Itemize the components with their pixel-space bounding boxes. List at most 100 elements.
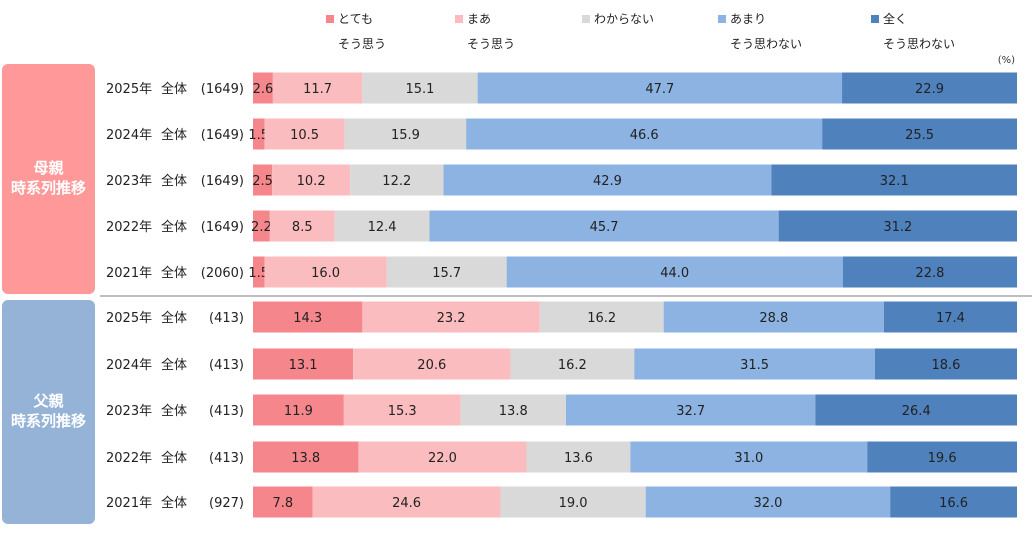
group-2-row-4-year: 2022年	[106, 451, 152, 466]
group-2-row-1-bar-segment-4	[663, 301, 884, 333]
group-1-row-2-year: 2024年	[106, 128, 152, 143]
group-1-row-4-segment: 全体	[161, 219, 187, 235]
group-2-row-2-bar-segment-5	[874, 348, 1017, 380]
group-2-row-2-bar-segment-1	[253, 348, 354, 380]
group-1-row-3-value-label-5: 32.1	[880, 174, 909, 189]
group-2-row-3-value-label-4: 32.7	[676, 404, 705, 419]
group-2-row-3-bar-segment-5	[815, 394, 1017, 426]
group-1-row-3-bar-segment-3	[350, 164, 444, 196]
group-2-row-4-bar-segment-5	[867, 441, 1017, 473]
group-2-row-5-n: (927)	[209, 496, 244, 511]
group-2-row-5-segment: 全体	[161, 495, 187, 511]
group-1-row-1-value-label-5: 22.9	[915, 82, 944, 97]
group-2-row-3-value-label-3: 13.8	[499, 404, 528, 419]
group-1-row-3-bar-segment-4	[443, 164, 772, 196]
group-1-row-4-value-label-1: 2.2	[251, 220, 272, 235]
group-2-row-2-year: 2024年	[106, 358, 152, 373]
group-1-row-3-bar-segment-1	[253, 164, 273, 196]
group-label-1-line2: 時系列推移	[11, 179, 86, 197]
group-2-row-3-n: (413)	[209, 404, 244, 419]
group-1-row-5-value-label-1: 1.5	[248, 266, 269, 281]
group-2-row-1-value-label-4: 28.8	[759, 311, 788, 326]
group-2-row-5-value-label-3: 19.0	[559, 496, 588, 511]
group-2-row-5-value-label-2: 24.6	[392, 496, 421, 511]
group-2-row-3-bar-segment-2	[343, 394, 461, 426]
legend-label-3-line1: わからない	[594, 12, 654, 26]
group-label-2-line1: 父親	[32, 392, 63, 410]
group-1-row-1-value-label-3: 15.1	[405, 82, 434, 97]
group-2-row-1-value-label-2: 23.2	[437, 311, 466, 326]
group-2-row-1-bar-segment-2	[362, 301, 540, 333]
group-1-row-2-value-label-3: 15.9	[391, 128, 420, 143]
group-2-row-4-segment: 全体	[161, 450, 187, 466]
group-2-row-4-value-label-1: 13.8	[291, 451, 320, 466]
group-1-row-3-value-label-4: 42.9	[593, 174, 622, 189]
group-1-row-2-segment: 全体	[161, 127, 187, 143]
group-1-row-5-bar-segment-3	[386, 256, 507, 288]
group-2-row-5-bar-segment-2	[312, 486, 501, 518]
group-1-row-1-bar-segment-4	[477, 72, 843, 104]
group-2-row-2-segment: 全体	[161, 357, 187, 373]
group-1-row-4-bar-segment-3	[334, 210, 430, 242]
group-1-row-3-value-label-3: 12.2	[382, 174, 411, 189]
group-1-row-2-value-label-1: 1.5	[248, 128, 269, 143]
group-1-row-3-year: 2023年	[106, 174, 152, 189]
group-1-row-3-value-label-1: 2.5	[252, 174, 273, 189]
group-2-row-4-n: (413)	[209, 451, 244, 466]
group-1-row-1-bar-segment-3	[362, 72, 478, 104]
group-1-row-1-value-label-2: 11.7	[303, 82, 332, 97]
group-2-row-4-value-label-4: 31.0	[734, 451, 763, 466]
group-2-row-4-bar-segment-3	[526, 441, 631, 473]
group-1-row-1-bar-segment-5	[842, 72, 1017, 104]
group-1-row-4-value-label-5: 31.2	[883, 220, 912, 235]
group-2-row-2-value-label-5: 18.6	[931, 358, 960, 373]
group-1-row-2-value-label-5: 25.5	[905, 128, 934, 143]
group-1-row-3-bar-segment-2	[272, 164, 351, 196]
group-1-row-4-bar-segment-2	[269, 210, 335, 242]
legend-label-2-line1: まあ	[467, 12, 491, 26]
group-2-row-3-bar-segment-1	[253, 394, 344, 426]
legend-swatch-5	[871, 15, 879, 23]
group-2-row-4-value-label-2: 22.0	[428, 451, 457, 466]
group-1-row-5-n: (2060)	[201, 266, 244, 281]
group-1-row-1-bar-segment-1	[253, 72, 273, 104]
group-1-row-4-n: (1649)	[201, 220, 244, 235]
group-2-row-4-value-label-3: 13.6	[564, 451, 593, 466]
legend-swatch-3	[582, 15, 590, 23]
group-2-row-2-value-label-4: 31.5	[740, 358, 769, 373]
group-box-1	[2, 64, 95, 294]
legend-label-1-line2: そう思う	[338, 37, 386, 51]
group-1-row-4-value-label-3: 12.4	[368, 220, 397, 235]
group-2-row-2-bar-segment-3	[510, 348, 635, 380]
legend-label-4-line1: あまり	[730, 12, 766, 26]
group-1-row-5-bar-segment-5	[842, 256, 1017, 288]
legend-swatch-4	[718, 15, 726, 23]
group-2-row-1-value-label-1: 14.3	[293, 311, 322, 326]
legend-label-1-line1: とても	[338, 12, 373, 26]
group-2-row-2-n: (413)	[209, 358, 244, 373]
group-1-row-3-value-label-2: 10.2	[297, 174, 326, 189]
unit-label: (%)	[998, 55, 1015, 66]
group-1-row-1-segment: 全体	[161, 81, 187, 97]
group-2-row-4-bar-segment-2	[358, 441, 527, 473]
group-label-1-line1: 母親	[33, 159, 63, 177]
group-1-row-1-value-label-4: 47.7	[645, 82, 674, 97]
group-1-row-2-bar-segment-3	[344, 118, 467, 150]
group-2-row-1-bar-segment-1	[253, 301, 363, 333]
group-1-row-2-bar-segment-2	[264, 118, 345, 150]
group-1-row-4-year: 2022年	[106, 220, 152, 235]
group-2-row-5-year: 2021年	[106, 496, 152, 511]
group-1-row-5-value-label-2: 16.0	[311, 266, 340, 281]
group-1-row-5-year: 2021年	[106, 266, 152, 281]
group-2-row-1-value-label-3: 16.2	[587, 311, 616, 326]
group-2-row-5-value-label-4: 32.0	[753, 496, 782, 511]
legend-label-5-line1: 全く	[883, 11, 907, 26]
legend-label-5-line2: そう思わない	[883, 37, 955, 51]
group-1-row-2-value-label-2: 10.5	[290, 128, 319, 143]
group-2-row-1-bar-segment-5	[883, 301, 1017, 333]
group-1-row-5-bar-segment-4	[506, 256, 843, 288]
legend-swatch-2	[455, 15, 463, 23]
group-1-row-5-value-label-5: 22.8	[915, 266, 944, 281]
group-2-row-1-year: 2025年	[106, 311, 152, 326]
group-label-2-line2: 時系列推移	[11, 412, 86, 430]
